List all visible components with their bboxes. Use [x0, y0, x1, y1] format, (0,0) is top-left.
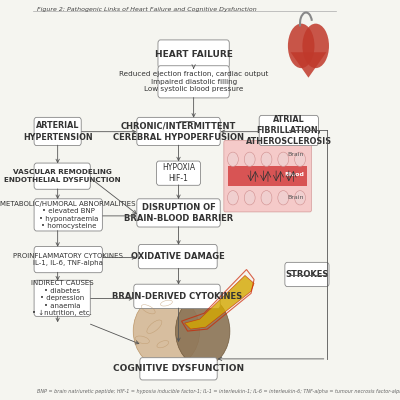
FancyBboxPatch shape: [137, 117, 220, 146]
FancyBboxPatch shape: [138, 244, 217, 269]
Text: BNP = brain natriuretic peptide; HIF-1 = hypoxia inducible factor-1; IL-1 = inte: BNP = brain natriuretic peptide; HIF-1 =…: [36, 389, 400, 394]
Circle shape: [244, 152, 255, 166]
Circle shape: [278, 191, 289, 205]
Circle shape: [261, 152, 272, 166]
FancyBboxPatch shape: [34, 117, 81, 146]
Ellipse shape: [302, 24, 329, 68]
Text: STROKES: STROKES: [285, 270, 329, 279]
Text: Blood: Blood: [284, 172, 304, 177]
Bar: [228, 166, 307, 186]
FancyBboxPatch shape: [224, 140, 312, 212]
FancyBboxPatch shape: [34, 246, 102, 273]
FancyBboxPatch shape: [34, 280, 90, 316]
FancyBboxPatch shape: [285, 262, 329, 286]
Text: INDIRECT CAUSES
• diabetes
• depression
• anaemia
• ↓nutrition, etc.: INDIRECT CAUSES • diabetes • depression …: [31, 280, 94, 316]
Polygon shape: [290, 52, 326, 78]
Text: HYPOXIA
HIF-1: HYPOXIA HIF-1: [162, 163, 195, 183]
Text: DISRUPTION OF
BRAIN-BLOOD BARRIER: DISRUPTION OF BRAIN-BLOOD BARRIER: [124, 203, 233, 223]
Text: Figure 2: Pathogenic Links of Heart Failure and Cognitive Dysfunction: Figure 2: Pathogenic Links of Heart Fail…: [36, 7, 256, 12]
Ellipse shape: [288, 24, 314, 68]
Circle shape: [244, 191, 255, 205]
Circle shape: [228, 191, 238, 205]
Text: Reduced ejection fraction, cardiac output
Impaired diastolic filling
Low systoli: Reduced ejection fraction, cardiac outpu…: [119, 71, 268, 92]
Text: COGNITIVE DYSFUNCTION: COGNITIVE DYSFUNCTION: [113, 364, 244, 373]
FancyBboxPatch shape: [134, 284, 220, 308]
FancyBboxPatch shape: [158, 40, 229, 68]
Text: ATRIAL
FIBRILLATION,
ATHEROSCLEROSIS: ATRIAL FIBRILLATION, ATHEROSCLEROSIS: [246, 115, 332, 146]
FancyBboxPatch shape: [259, 115, 318, 146]
Circle shape: [228, 152, 238, 166]
Text: ARTERIAL
HYPERTENSION: ARTERIAL HYPERTENSION: [23, 122, 92, 142]
Text: Brain: Brain: [288, 195, 304, 200]
FancyBboxPatch shape: [156, 161, 200, 185]
Circle shape: [261, 191, 272, 205]
Text: METABOLIC/HUMORAL ABNORMALITIES
• elevated BNP
• hyponatraemia
• homocysteine: METABOLIC/HUMORAL ABNORMALITIES • elevat…: [0, 201, 136, 229]
Circle shape: [278, 152, 289, 166]
Circle shape: [295, 152, 306, 166]
FancyBboxPatch shape: [158, 66, 229, 98]
Text: OXIDATIVE DAMAGE: OXIDATIVE DAMAGE: [131, 252, 225, 261]
Polygon shape: [184, 276, 254, 329]
Ellipse shape: [133, 294, 200, 368]
Circle shape: [295, 191, 306, 205]
Text: PROINFLAMMATORY CYTOKINES
IL-1, IL-6, TNF-alpha: PROINFLAMMATORY CYTOKINES IL-1, IL-6, TN…: [13, 253, 123, 266]
Text: Brain: Brain: [288, 152, 304, 157]
Text: CHRONIC/INTERMITTENT
CEREBRAL HYPOPERFUSION: CHRONIC/INTERMITTENT CEREBRAL HYPOPERFUS…: [113, 122, 244, 142]
FancyBboxPatch shape: [34, 199, 102, 231]
FancyBboxPatch shape: [34, 163, 90, 189]
Text: BRAIN-DERIVED CYTOKINES: BRAIN-DERIVED CYTOKINES: [112, 292, 242, 301]
Text: VASCULAR REMODELING
ENDOTHELIAL DYSFUNCTION: VASCULAR REMODELING ENDOTHELIAL DYSFUNCT…: [4, 170, 120, 183]
FancyBboxPatch shape: [137, 199, 220, 227]
FancyBboxPatch shape: [140, 358, 217, 380]
Text: HEART FAILURE: HEART FAILURE: [155, 50, 232, 58]
Ellipse shape: [176, 296, 230, 366]
